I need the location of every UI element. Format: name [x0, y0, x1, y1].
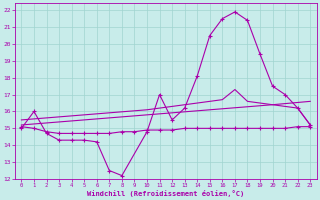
- X-axis label: Windchill (Refroidissement éolien,°C): Windchill (Refroidissement éolien,°C): [87, 190, 244, 197]
